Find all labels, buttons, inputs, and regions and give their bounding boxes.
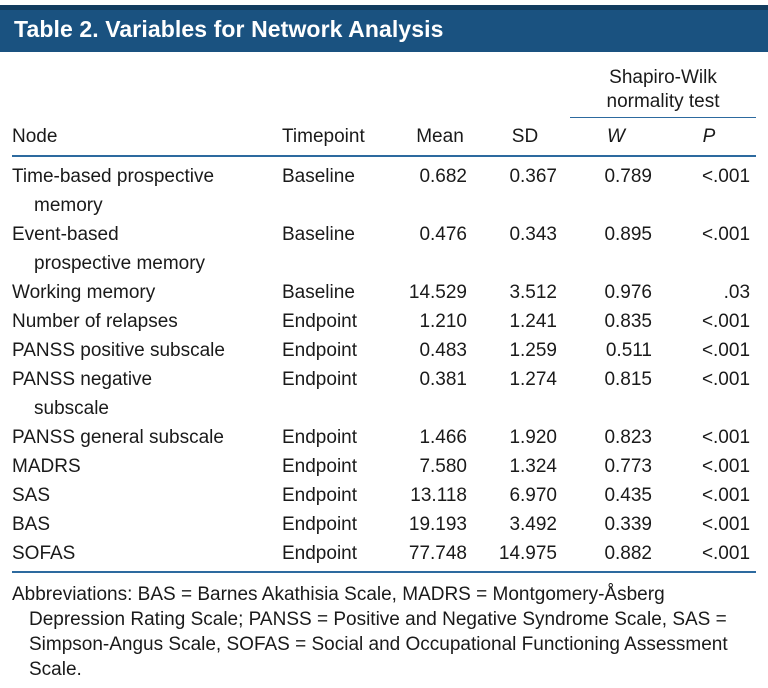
table-row: Number of relapses Endpoint 1.210 1.241 … [12,307,756,336]
timepoint-cell: Endpoint [282,514,358,535]
timepoint-cell: Endpoint [282,427,358,448]
sd-cell: 3.512 [509,282,557,303]
col-header-w: W [570,117,662,157]
w-cell: 0.435 [604,485,652,506]
timepoint-cell: Endpoint [282,340,358,361]
table-title: Table 2. Variables for Network Analysis [14,16,444,42]
w-cell: 0.815 [604,369,652,390]
table-row: SAS Endpoint 13.118 6.970 0.435 <.001 [12,481,756,510]
shapiro-wilk-span-header: Shapiro-Wilk normality test [570,56,757,118]
w-cell: 0.773 [604,456,652,477]
mean-cell: 13.118 [410,485,467,506]
span-header-line2: normality test [606,91,720,112]
p-cell: <.001 [701,224,751,245]
table-row: SOFAS Endpoint 77.748 14.975 0.882 <.001 [12,539,757,573]
p-cell: <.001 [701,514,751,535]
table-row: PANSS negative subscale Endpoint 0.381 1… [12,365,756,423]
mean-cell: 1.210 [419,311,467,332]
span-header-spacer [12,56,570,118]
p-cell: <.001 [701,485,751,506]
col-header-mean: Mean [400,117,480,157]
timepoint-cell: Endpoint [282,539,400,573]
timepoint-cell: Baseline [282,282,355,303]
node-cell: Event-based prospective memory [12,224,206,274]
timepoint-cell: Baseline [282,166,355,187]
node-cell: SOFAS [12,539,282,573]
table-body: Time-based prospective memory Baseline 0… [12,156,757,573]
variables-table: Shapiro-Wilk normality test Node Timepoi… [12,56,757,573]
mean-cell: 0.476 [419,224,467,245]
table-row: PANSS general subscale Endpoint 1.466 1.… [12,423,756,452]
node-cell: PANSS negative subscale [12,369,153,419]
timepoint-cell: Endpoint [282,311,358,332]
span-header-line1: Shapiro-Wilk [609,67,717,88]
span-header-row: Shapiro-Wilk normality test [12,56,757,118]
timepoint-cell: Baseline [282,224,355,245]
p-cell: <.001 [701,166,751,187]
timepoint-cell: Endpoint [282,456,358,477]
p-cell: <.001 [701,369,751,390]
mean-cell: 77.748 [400,539,480,573]
column-header-row: Node Timepoint Mean SD W P [12,117,757,157]
w-cell: 0.976 [604,282,652,303]
sd-cell: 1.324 [509,456,557,477]
mean-cell: 7.580 [419,456,467,477]
col-header-sd: SD [480,117,570,157]
p-cell: <.001 [701,456,751,477]
w-cell: 0.511 [605,340,652,361]
mean-cell: 14.529 [408,282,467,303]
w-cell: 0.823 [604,427,652,448]
w-cell: 0.789 [604,166,652,187]
abbreviations-footnote: Abbreviations: BAS = Barnes Akathisia Sc… [12,584,728,680]
col-header-node: Node [12,117,282,157]
table-row: MADRS Endpoint 7.580 1.324 0.773 <.001 [12,452,756,481]
node-cell: Working memory [12,282,156,303]
p-cell: <.001 [701,340,751,361]
node-cell: SAS [12,485,51,506]
mean-cell: 0.381 [419,369,467,390]
p-cell: <.001 [662,539,757,573]
sd-cell: 0.343 [509,224,557,245]
node-cell: Time-based prospective memory [12,166,215,216]
node-cell: BAS [12,514,51,535]
sd-cell: 1.274 [509,369,557,390]
table-row: Event-based prospective memory Baseline … [12,220,756,278]
mean-cell: 19.193 [408,514,467,535]
node-cell: MADRS [12,456,81,477]
p-cell: <.001 [701,311,751,332]
sd-cell: 0.367 [509,166,557,187]
p-cell: .03 [723,282,751,303]
w-cell: 0.882 [570,539,662,573]
table-row: PANSS positive subscale Endpoint 0.483 1… [12,336,756,365]
sd-cell: 3.492 [509,514,557,535]
sd-cell: 1.241 [509,311,557,332]
col-header-timepoint: Timepoint [282,117,400,157]
sd-cell: 6.970 [509,485,557,506]
p-cell: <.001 [701,427,751,448]
w-cell: 0.895 [604,224,652,245]
node-cell: PANSS positive subscale [12,340,225,361]
sd-cell: 1.259 [509,340,557,361]
sd-cell: 1.920 [509,427,557,448]
node-cell: Number of relapses [12,311,178,332]
col-header-p: P [662,117,757,157]
timepoint-cell: Endpoint [282,369,358,390]
table-row: Working memory Baseline 14.529 3.512 0.9… [12,278,756,307]
mean-cell: 1.466 [419,427,467,448]
mean-cell: 0.682 [419,166,467,187]
mean-cell: 0.483 [419,340,467,361]
node-cell: PANSS general subscale [12,427,224,448]
sd-cell: 14.975 [480,539,570,573]
table-container: Shapiro-Wilk normality test Node Timepoi… [0,52,768,573]
table-row: Time-based prospective memory Baseline 0… [12,156,756,220]
w-cell: 0.339 [604,514,652,535]
table-title-bar: Table 2. Variables for Network Analysis [0,5,768,52]
timepoint-cell: Endpoint [282,485,358,506]
table-row: BAS Endpoint 19.193 3.492 0.339 <.001 [12,510,756,539]
table-header: Shapiro-Wilk normality test Node Timepoi… [12,56,757,157]
w-cell: 0.835 [604,311,652,332]
